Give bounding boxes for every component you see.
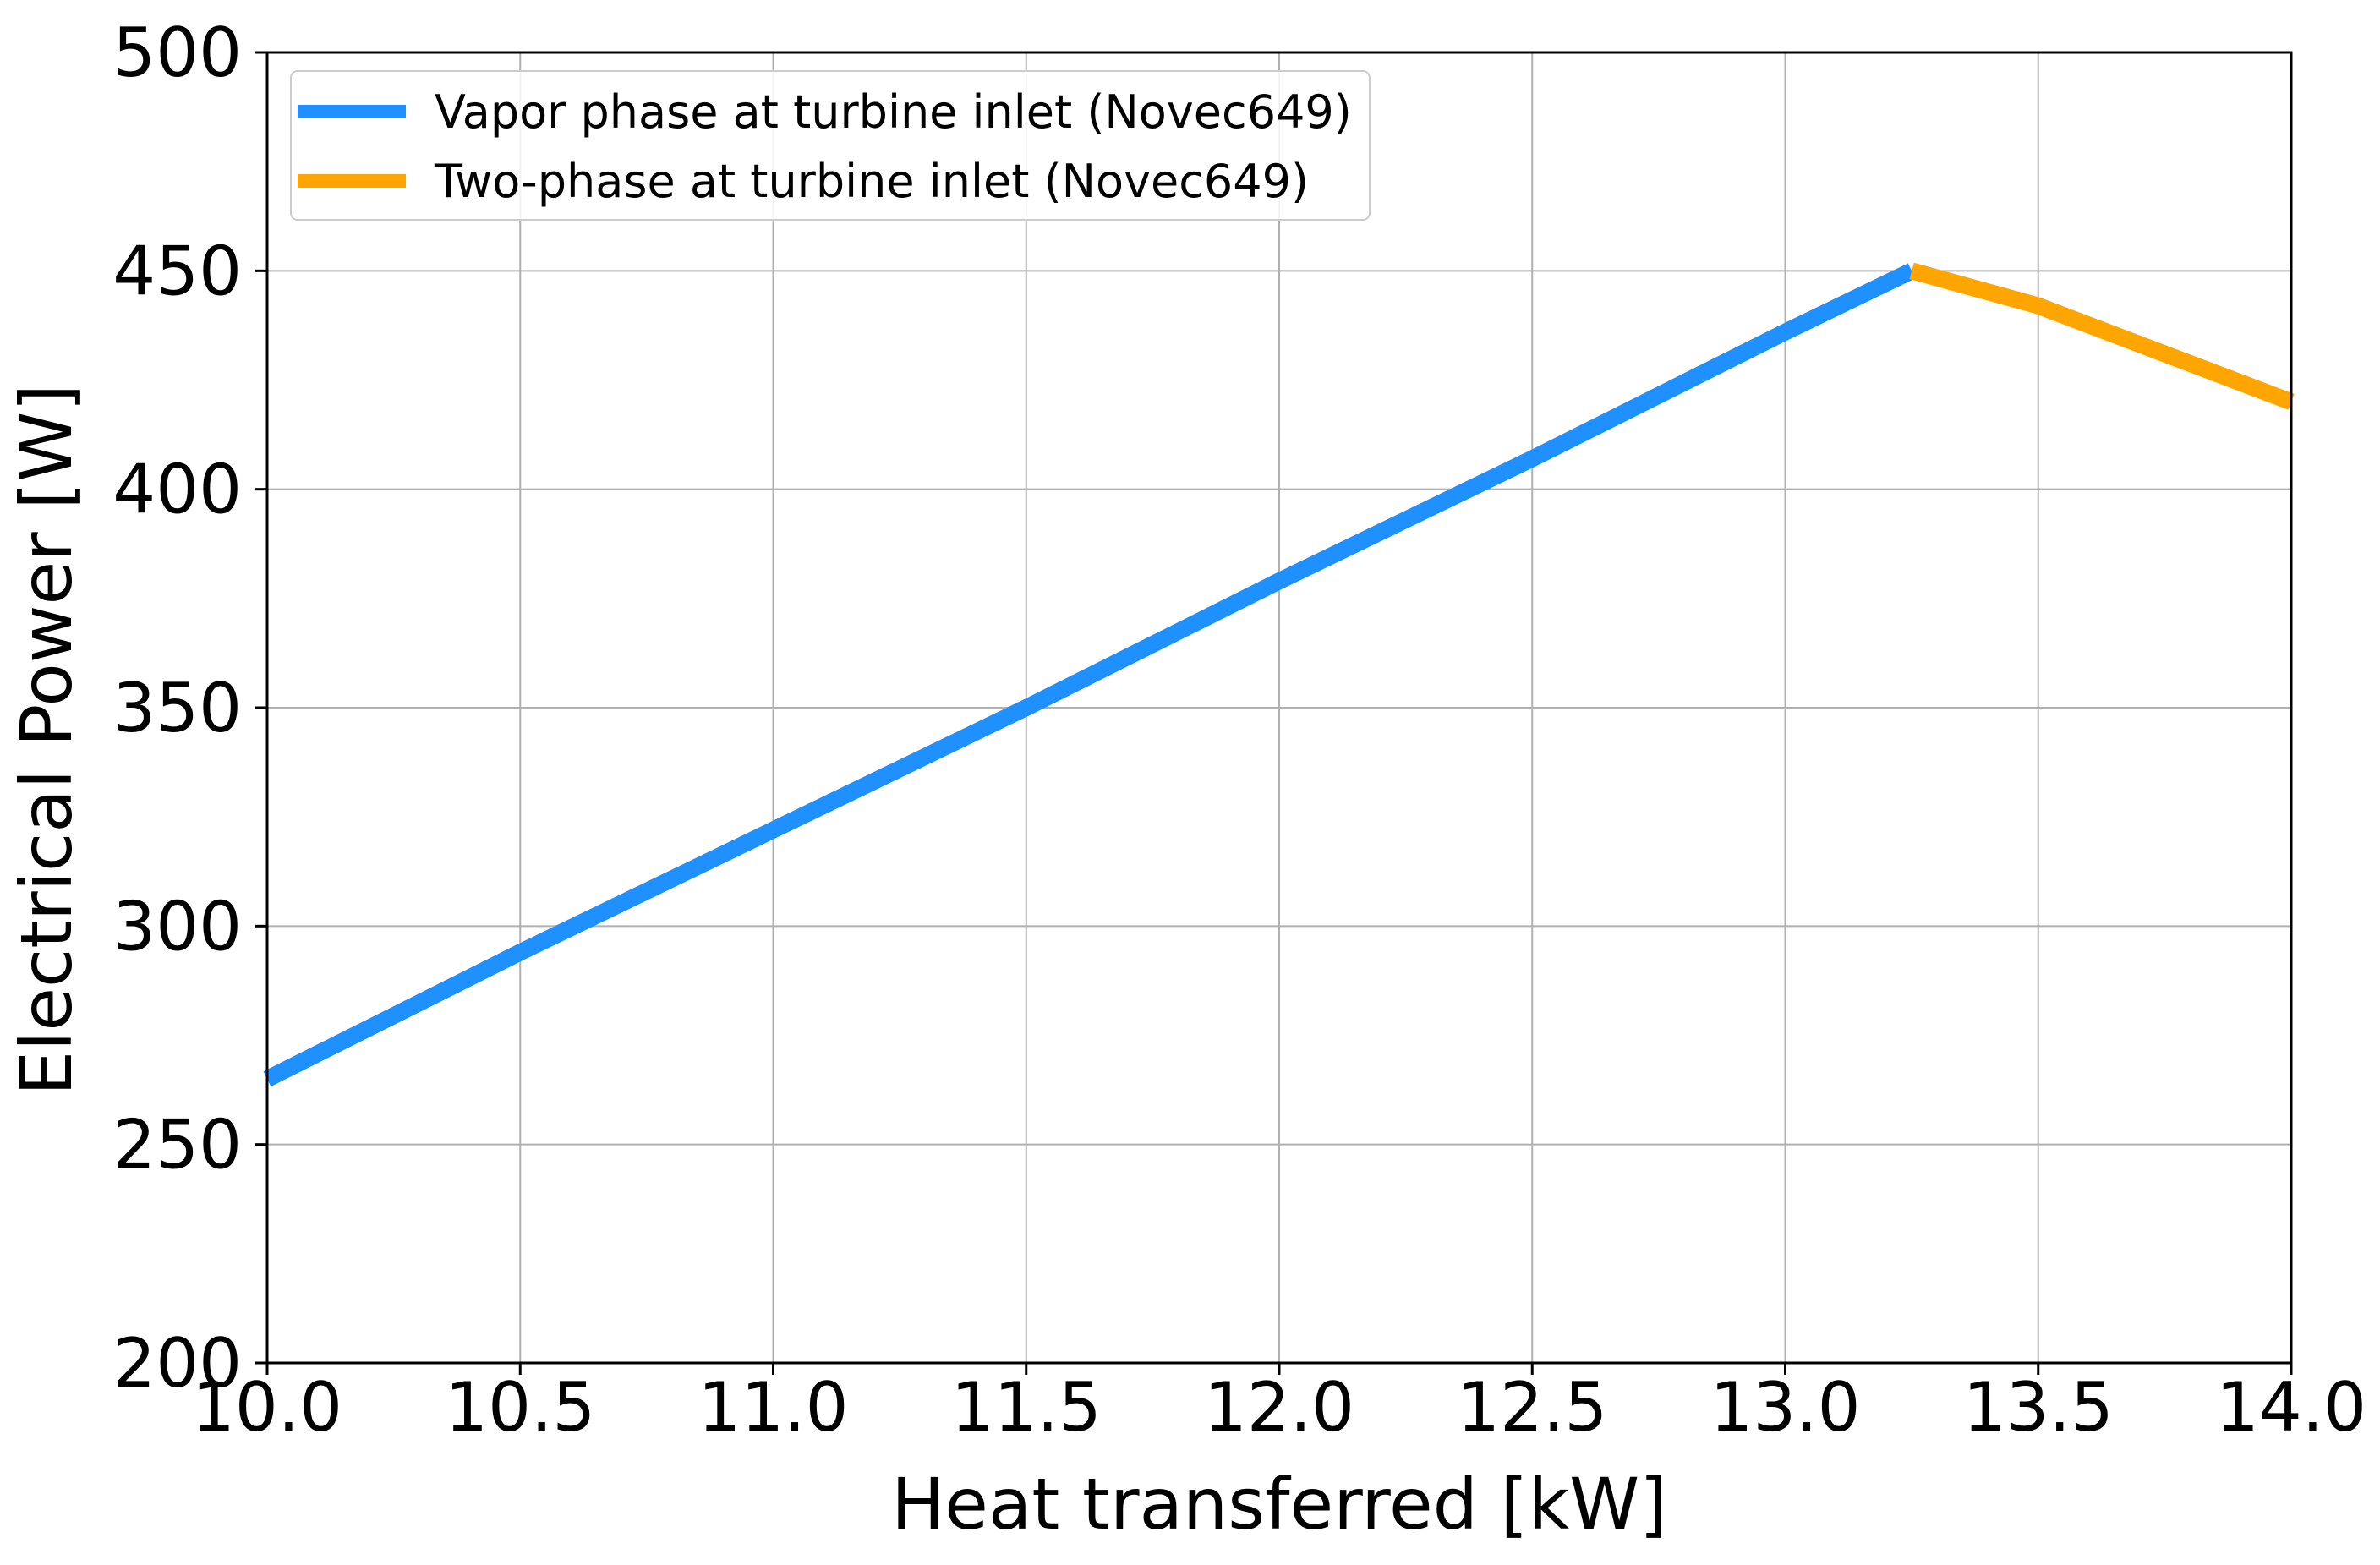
legend-label-two-phase: Two-phase at turbine inlet (Novec649) <box>434 155 1309 208</box>
y-tick-label: 400 <box>112 451 242 529</box>
x-tick-label: 13.0 <box>1710 1368 1860 1447</box>
x-tick-label: 11.5 <box>951 1368 1102 1447</box>
x-tick-label: 12.0 <box>1204 1368 1354 1447</box>
y-tick-label: 300 <box>112 887 242 966</box>
x-tick-label: 13.5 <box>1963 1368 2114 1447</box>
y-tick-label: 200 <box>112 1324 242 1403</box>
axis-ticks <box>255 51 2293 1375</box>
x-axis-label: Heat transferred [kW] <box>891 1463 1667 1546</box>
axis-tick-labels: 10.0 10.5 11.0 11.5 12.0 12.5 13.0 13.5 14.0 200 2… <box>112 14 2366 1447</box>
y-tick-label: 350 <box>112 669 242 747</box>
y-tick-label: 250 <box>112 1106 242 1185</box>
y-tick-label: 500 <box>112 14 242 92</box>
series-line-vapor <box>263 263 1916 1087</box>
legend-label-vapor: Vapor phase at turbine inlet (Novec649) <box>435 85 1352 139</box>
x-tick-label: 10.0 <box>192 1368 342 1447</box>
x-tick-label: 12.5 <box>1457 1368 1607 1447</box>
grid-lines <box>266 52 2292 1364</box>
series-lines <box>263 262 2295 1087</box>
legend: Vapor phase at turbine inlet (Novec649) … <box>290 70 1371 221</box>
legend-box <box>290 70 1371 221</box>
x-tick-label: 10.5 <box>445 1368 595 1447</box>
x-tick-label: 11.0 <box>698 1368 848 1447</box>
series-line-two-phase <box>1909 262 2295 410</box>
y-axis-label: Electrical Power [W] <box>5 384 88 1096</box>
y-tick-label: 450 <box>112 232 242 310</box>
x-tick-label: 14.0 <box>2216 1368 2366 1447</box>
